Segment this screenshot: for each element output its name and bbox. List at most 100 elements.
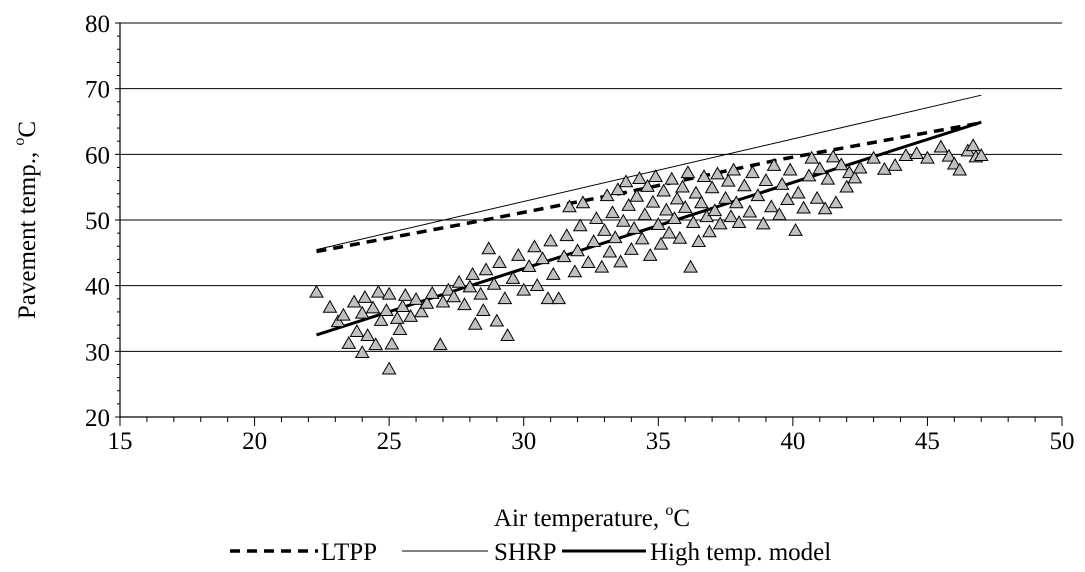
scatter-point <box>648 169 663 183</box>
legend-label-shrp: SHRP <box>494 539 557 566</box>
scatter-point <box>626 221 642 234</box>
scatter-point <box>828 195 844 209</box>
scatter-point <box>336 307 351 321</box>
x-tick-label-25: 25 <box>377 428 402 455</box>
scatter-point <box>755 216 771 230</box>
scatter-point <box>941 148 957 162</box>
scatter-point <box>728 195 744 209</box>
scatter-point <box>766 157 782 171</box>
scatter-point <box>559 228 575 242</box>
scatter-point <box>820 171 836 185</box>
scatter-point <box>371 284 386 298</box>
scatter-point <box>866 150 881 164</box>
scatter-point <box>594 259 610 273</box>
scatter-point <box>774 177 790 190</box>
scatter-point <box>723 209 739 223</box>
x-axis-title-sup: o <box>665 502 673 519</box>
scatter-point <box>551 291 567 305</box>
scatter-point <box>909 146 925 160</box>
scatter-point <box>349 324 365 338</box>
scatter-point <box>621 198 637 211</box>
scatter-point <box>346 294 362 308</box>
scatter-point <box>702 224 717 238</box>
scatter-point <box>656 183 672 197</box>
scatter-point <box>505 270 521 284</box>
scatter-point <box>683 259 698 273</box>
scatter-point <box>354 345 370 359</box>
scatter-point <box>414 304 429 318</box>
scatter-point <box>435 294 451 308</box>
scatter-point <box>720 173 736 187</box>
scatter-point <box>492 255 507 269</box>
scatter-point <box>745 165 760 179</box>
scatter-point <box>500 328 515 341</box>
scatter-point <box>613 254 628 268</box>
scatter-point <box>933 139 949 153</box>
scatter-point <box>467 316 483 330</box>
scatter-point <box>731 215 747 229</box>
scatter-point <box>322 299 338 313</box>
scatter-point <box>642 247 658 261</box>
scatter-point <box>397 288 413 301</box>
scatter-point <box>451 274 467 288</box>
x-axis-title-text: Air temperature, <box>494 505 665 532</box>
scatter-point <box>847 170 863 184</box>
scatter-point <box>801 168 817 182</box>
scatter-point <box>607 230 623 244</box>
y-axis-title-unit: C <box>14 121 41 138</box>
scatter-point <box>535 251 550 265</box>
scatter-point <box>529 278 545 292</box>
y-tick-label-80: 80 <box>85 11 110 38</box>
scatter-point <box>381 286 397 300</box>
scatter-point <box>424 286 440 299</box>
x-tick-label-45: 45 <box>915 428 940 455</box>
scatter-point <box>527 239 542 253</box>
scatter-point <box>489 313 505 327</box>
scatter-point <box>446 289 462 303</box>
scatter-point <box>704 180 720 194</box>
scatter-point <box>403 309 419 322</box>
scatter-point <box>373 312 389 326</box>
scatter-point <box>672 230 688 244</box>
scatter-point <box>589 211 604 225</box>
scatter-point <box>634 231 650 245</box>
scatter-point <box>330 314 346 328</box>
scatter-point <box>632 171 647 185</box>
scatter-point <box>952 162 968 176</box>
axes <box>115 22 1063 426</box>
scatter-point <box>602 244 618 258</box>
legend-label-high-temp-model: High temp. model <box>650 539 831 566</box>
scatter-point <box>497 291 513 305</box>
x-tick-label-20: 20 <box>242 428 267 455</box>
scatter-point <box>615 213 631 227</box>
scatter-point <box>750 188 766 202</box>
scatter-point <box>556 249 572 263</box>
scatter-points <box>309 138 989 375</box>
series-line-shrp <box>316 94 982 251</box>
legend-label-ltpp: LTPP <box>321 539 377 566</box>
scatter-point <box>965 138 981 152</box>
scatter-point <box>973 148 989 162</box>
scatter-point <box>790 185 806 199</box>
x-tick-label-35: 35 <box>646 428 671 455</box>
scatter-point <box>392 322 408 336</box>
scatter-point <box>640 179 655 192</box>
scatter-point <box>610 182 626 196</box>
y-axis-title: Pavement temp., oC <box>11 121 41 319</box>
scatter-point <box>710 166 725 180</box>
scatter-point <box>696 169 712 183</box>
scatter-point <box>852 160 868 174</box>
scatter-point <box>809 190 825 204</box>
scatter-point <box>629 188 645 202</box>
scatter-point <box>360 328 375 341</box>
scatter-point <box>763 199 779 213</box>
scatter-point <box>309 284 324 298</box>
y-axis-title-sup: o <box>11 138 28 146</box>
scatter-point <box>432 337 448 351</box>
scatter-point <box>782 162 798 176</box>
x-axis-title: Air temperature, oC <box>494 502 690 532</box>
y-tick-label-30: 30 <box>85 339 110 366</box>
